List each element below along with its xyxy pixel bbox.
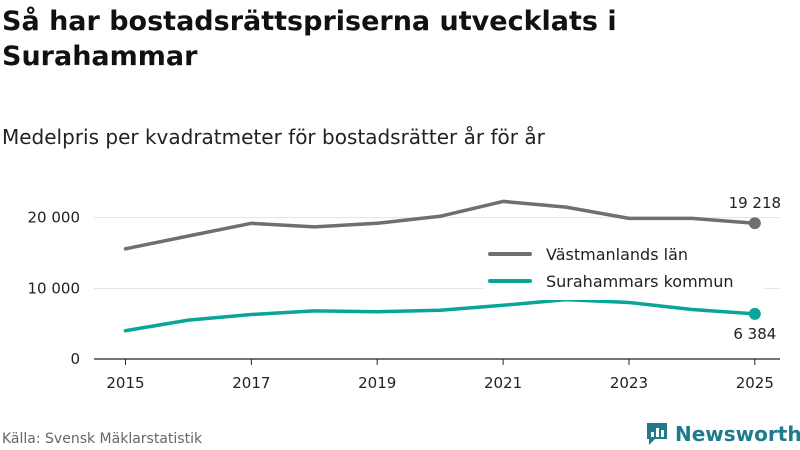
x-tick-label: 2021 xyxy=(484,374,522,392)
series-end-marker xyxy=(748,307,761,320)
series-lines xyxy=(123,199,761,333)
end-value-label: 6 384 xyxy=(733,325,776,343)
x-tick-label: 2017 xyxy=(232,374,270,392)
newsworthy-icon xyxy=(647,423,667,445)
axes: 0 10 000 20 000 2015 2017 2019 2021 2023 2025 xyxy=(28,209,780,392)
newsworthy-logo[interactable]: Newsworthy xyxy=(645,420,800,448)
x-tick-label: 2023 xyxy=(610,374,648,392)
chart-subtitle: Medelpris per kvadratmeter för bostadsrä… xyxy=(2,125,545,149)
y-tick-label: 20 000 xyxy=(28,209,81,227)
series-line-surahammar xyxy=(123,297,757,333)
y-tick-label: 0 xyxy=(70,350,80,368)
end-value-label: 19 218 xyxy=(729,194,782,212)
y-tick-label: 10 000 xyxy=(28,279,81,297)
series-end-marker xyxy=(748,217,761,230)
series-line-vastmanland xyxy=(123,199,757,251)
legend: Västmanlands län Surahammars kommun xyxy=(484,238,764,300)
legend-background xyxy=(484,238,764,300)
brand-name: Newsworthy xyxy=(675,422,800,446)
source-note: Källa: Svensk Mäklarstatistik xyxy=(2,431,203,447)
legend-label: Surahammars kommun xyxy=(546,272,734,291)
x-tick-label: 2025 xyxy=(736,374,774,392)
legend-label: Västmanlands län xyxy=(546,245,688,264)
chart-title: Så har bostadsrättspriserna utvecklats i… xyxy=(2,6,617,72)
x-tick-label: 2015 xyxy=(106,374,144,392)
data-labels: 19 218 6 384 xyxy=(729,194,782,343)
x-tick-label: 2019 xyxy=(358,374,396,392)
